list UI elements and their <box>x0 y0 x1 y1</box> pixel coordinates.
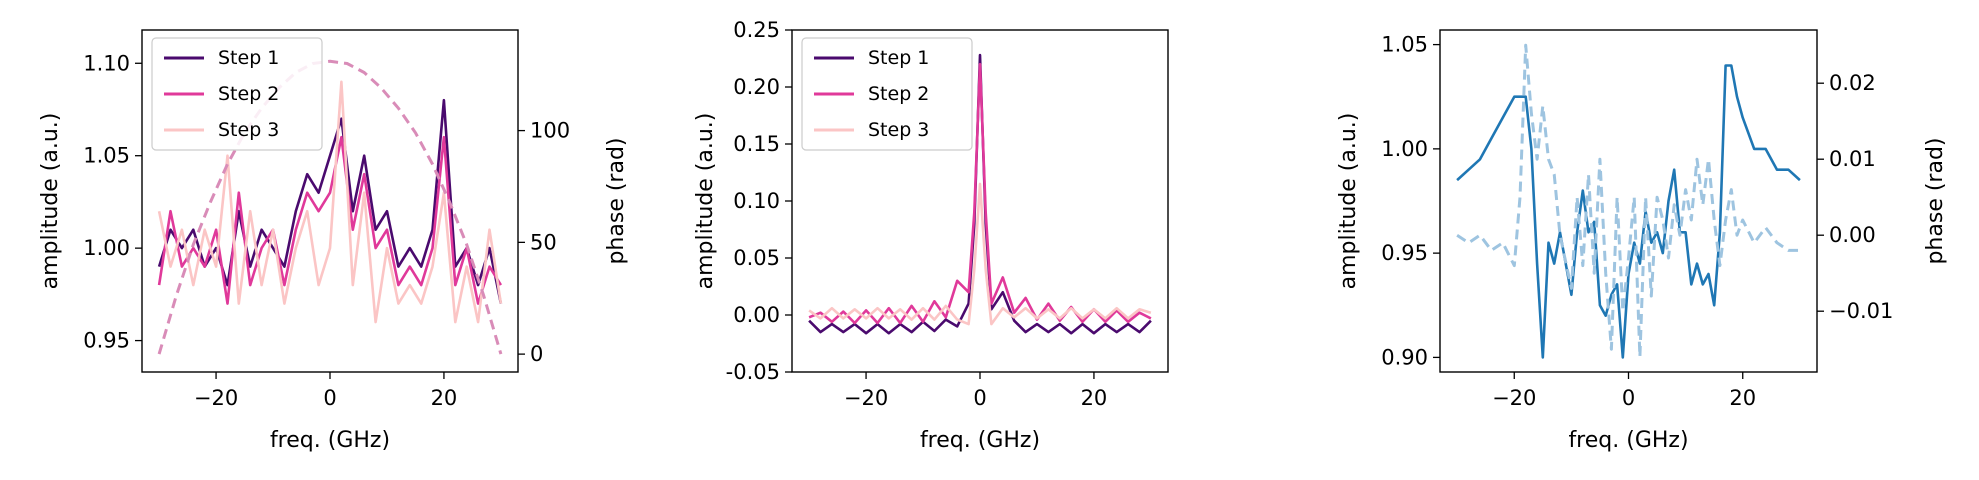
x-tick-label: 0 <box>323 386 336 410</box>
chart-panel-3: −20 0 20 0.90 0.95 1.00 1.05 −0.01 0.00 0.01 0.02 f… <box>1336 29 1948 453</box>
legend-label: Step 3 <box>218 119 279 141</box>
x-axis-label: freq. (GHz) <box>270 428 390 453</box>
y-tick-label: 0.95 <box>83 329 130 353</box>
y-tick-label: 0.20 <box>733 75 780 99</box>
series-line-step-1 <box>157 98 503 304</box>
y-axis-label: amplitude (a.u.) <box>693 113 718 290</box>
legend-label: Step 2 <box>218 83 279 105</box>
y-right-axis-label: phase (rad) <box>1923 137 1948 264</box>
y-tick-label: 1.05 <box>83 144 130 168</box>
y-axis-label: amplitude (a.u.) <box>1336 113 1361 290</box>
y-tick-label: 0.15 <box>733 132 780 156</box>
y-right-tick-label: −0.01 <box>1829 299 1893 323</box>
series-line-phase <box>1456 43 1800 359</box>
x-axis-label: freq. (GHz) <box>1568 428 1688 453</box>
x-tick-label: 20 <box>1729 386 1756 410</box>
series-line-step-3 <box>808 182 1152 326</box>
series-line-amplitude <box>1456 64 1801 359</box>
legend-box <box>801 37 973 151</box>
axes-frame <box>1439 29 1818 373</box>
y-right-tick-label: 0.00 <box>1829 223 1876 247</box>
x-tick-label: 20 <box>431 386 458 410</box>
y-tick-label: -0.05 <box>726 360 780 384</box>
y-tick-label: 1.05 <box>1381 33 1428 57</box>
y-right-tick-label: 0.02 <box>1829 71 1876 95</box>
y-tick-label: 0.90 <box>1381 345 1428 369</box>
y-right-tick-label: 100 <box>530 119 570 143</box>
x-tick-label: 20 <box>1081 386 1108 410</box>
series-line-step-1 <box>808 53 1152 335</box>
y-right-axis-label: phase (rad) <box>604 137 629 264</box>
x-tick-label: −20 <box>844 386 888 410</box>
y-tick-label: 0.05 <box>733 246 780 270</box>
x-tick-label: −20 <box>1492 386 1536 410</box>
y-tick-label: 0.95 <box>1381 241 1428 265</box>
y-right-tick-label: 50 <box>530 230 557 254</box>
y-tick-label: 0.00 <box>733 303 780 327</box>
legend-box <box>151 37 323 151</box>
chart-panel-2: −20 0 20 -0.05 0.00 0.05 0.10 0.15 0.20 0.25 freq.… <box>693 18 1169 453</box>
x-tick-label: 0 <box>1622 386 1635 410</box>
legend-label: Step 1 <box>868 47 929 69</box>
y-tick-label: 1.10 <box>83 51 130 75</box>
x-tick-label: −20 <box>194 386 238 410</box>
y-tick-label: 1.00 <box>83 236 130 260</box>
legend: Step 1 Step 2 Step 3 <box>801 37 973 151</box>
y-right-tick-label: 0 <box>530 342 543 366</box>
legend-label: Step 2 <box>868 83 929 105</box>
legend-label: Step 3 <box>868 119 929 141</box>
series-line-step-2 <box>157 135 503 305</box>
y-tick-label: 1.00 <box>1381 137 1428 161</box>
x-axis-label: freq. (GHz) <box>920 428 1040 453</box>
x-tick-label: 0 <box>973 386 986 410</box>
y-axis-label: amplitude (a.u.) <box>38 113 63 290</box>
series-line-phase <box>157 59 503 355</box>
y-tick-label: 0.10 <box>733 189 780 213</box>
chart-panel-1: −20 0 20 0.95 1.00 1.05 1.10 0 50 100 freq. (GHz) a… <box>38 29 629 453</box>
y-right-tick-label: 0.01 <box>1829 147 1876 171</box>
y-tick-label: 0.25 <box>733 18 780 42</box>
legend-label: Step 1 <box>218 47 279 69</box>
legend: Step 1 Step 2 Step 3 <box>151 37 323 151</box>
